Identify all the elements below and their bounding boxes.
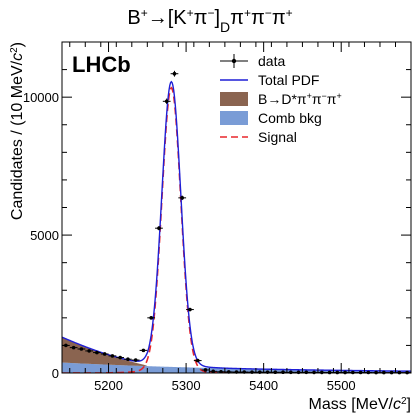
data-point-marker bbox=[141, 348, 146, 353]
data-point-marker bbox=[110, 354, 115, 358]
data-point bbox=[155, 226, 163, 231]
data-point bbox=[162, 98, 171, 105]
y-axis-title: Candidates / (10 MeV/c2) bbox=[9, 42, 27, 220]
data-point bbox=[100, 352, 109, 356]
y-tick-label: 0 bbox=[52, 366, 59, 381]
data-point-marker bbox=[288, 370, 293, 375]
data-point-marker bbox=[312, 370, 316, 375]
data-point bbox=[193, 358, 202, 363]
model-curves bbox=[62, 80, 411, 373]
legend-data-marker bbox=[220, 54, 248, 68]
data-point bbox=[77, 347, 86, 351]
legend-comb-bkg-swatch bbox=[220, 111, 248, 125]
signal-curve bbox=[62, 86, 411, 373]
data-point-marker bbox=[149, 316, 153, 320]
x-tick-label: 5200 bbox=[94, 378, 123, 393]
legend-signal-label: Signal bbox=[258, 129, 297, 145]
data-point bbox=[85, 349, 94, 353]
experiment-label: LHCb bbox=[72, 52, 131, 77]
data-point-marker bbox=[188, 307, 192, 312]
legend-total-pdf-label: Total PDF bbox=[258, 72, 319, 88]
data-point bbox=[209, 369, 218, 374]
data-point bbox=[131, 358, 140, 362]
y-tick-label: 10000 bbox=[23, 90, 59, 105]
plot-frame bbox=[61, 41, 412, 374]
data-point-marker bbox=[79, 347, 84, 351]
legend-partial-bkg-label: B→D*π+π−π+ bbox=[258, 91, 342, 107]
data-point-marker bbox=[164, 99, 169, 104]
data-point bbox=[178, 195, 187, 201]
data-point bbox=[69, 345, 78, 350]
data-point-marker bbox=[172, 71, 177, 76]
data-point-marker bbox=[102, 352, 107, 356]
y-tick-label: 5000 bbox=[30, 228, 59, 243]
data-point bbox=[139, 348, 148, 353]
data-point bbox=[116, 355, 125, 360]
data-point-marker bbox=[157, 226, 161, 230]
data-point-marker bbox=[343, 370, 347, 375]
data-point bbox=[93, 350, 101, 355]
data-point-marker bbox=[195, 358, 200, 363]
legend-comb-bkg-label: Comb bkg bbox=[258, 110, 322, 126]
data-point bbox=[124, 357, 132, 362]
data-point-marker bbox=[296, 370, 301, 375]
data-point-marker bbox=[335, 370, 340, 375]
plot-title: B+→[K+π−]Dπ+π−π+ bbox=[127, 6, 292, 35]
x-axis-title: Mass [MeV/c2] bbox=[309, 396, 411, 414]
data-point-marker bbox=[320, 370, 324, 375]
data-point-marker bbox=[133, 358, 138, 362]
legend: data Total PDF B→D*π+π−π+ Comb bkg Signa… bbox=[220, 53, 342, 145]
data-point-marker bbox=[211, 369, 216, 374]
data-point-marker bbox=[203, 368, 208, 372]
legend-partial-bkg-swatch bbox=[220, 92, 248, 106]
data-point bbox=[147, 316, 156, 320]
x-tick-label: 5400 bbox=[249, 378, 278, 393]
data-point bbox=[186, 307, 194, 312]
axis-ticks bbox=[62, 41, 412, 374]
data-point-marker bbox=[87, 349, 91, 353]
fill-areas bbox=[62, 337, 411, 373]
x-tick-label: 5500 bbox=[327, 378, 356, 393]
x-tick-label: 5300 bbox=[172, 378, 201, 393]
data-point-marker bbox=[95, 350, 99, 355]
data-point-marker bbox=[180, 196, 185, 200]
data-point-marker bbox=[304, 370, 309, 375]
data-point bbox=[108, 354, 117, 358]
total-pdf-curve bbox=[62, 80, 411, 372]
tick-labels: 5200 5300 5400 5500 0 5000 10000 bbox=[23, 90, 356, 393]
data-point-marker bbox=[71, 345, 76, 350]
data-point bbox=[170, 70, 179, 77]
data-point bbox=[201, 368, 210, 372]
data-point-marker bbox=[118, 355, 122, 360]
legend-data-label: data bbox=[258, 53, 285, 69]
data-point-marker bbox=[126, 357, 130, 362]
data-point-marker bbox=[327, 370, 332, 375]
